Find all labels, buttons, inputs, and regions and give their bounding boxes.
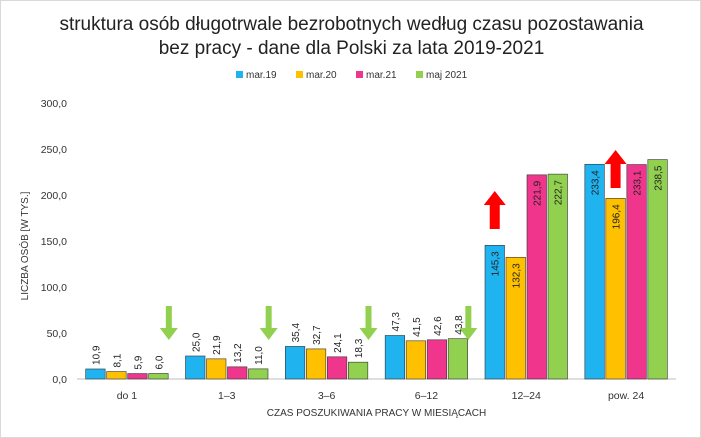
data-label: 10,9: [91, 345, 102, 365]
bar: [348, 361, 369, 380]
data-label: 47,3: [391, 312, 402, 332]
arrow-down-icon: [259, 306, 278, 340]
arrow-up-icon: [604, 150, 627, 188]
bar: [185, 355, 206, 380]
data-label: 18,3: [354, 338, 365, 358]
legend-label: mar.21: [366, 70, 397, 81]
x-tick-label: 12–24: [512, 390, 541, 402]
y-tick-label: 250,0: [41, 144, 67, 156]
data-label: 6,0: [154, 355, 165, 369]
x-tick-label: 1–3: [218, 390, 236, 402]
legend-swatch: [356, 71, 363, 78]
bar: [127, 373, 148, 380]
data-label: 42,6: [433, 316, 444, 336]
bar: [306, 348, 327, 380]
bar: [85, 368, 106, 380]
data-label: 221,9: [533, 180, 544, 205]
x-tick-label: 3–6: [318, 390, 336, 402]
data-label: 233,1: [633, 170, 644, 195]
x-tick-label: pow. 24: [608, 390, 644, 402]
bar: [248, 368, 269, 380]
data-label: 25,0: [191, 332, 202, 352]
y-tick-label: 50,0: [47, 328, 68, 340]
x-axis-title: CZAS POSZUKIWANIA PRACY W MIESIĄCACH: [267, 408, 486, 419]
legend-label: maj 2021: [426, 70, 468, 81]
data-label: 35,4: [291, 323, 302, 343]
data-label: 32,7: [312, 325, 323, 345]
y-tick-label: 300,0: [41, 98, 67, 110]
chart-title-block: struktura osób długotrwale bezrobotnych …: [1, 13, 701, 61]
data-label: 41,5: [412, 317, 423, 337]
data-label: 233,4: [591, 170, 602, 195]
arrow-down-icon: [459, 306, 478, 340]
bar: [526, 174, 547, 380]
arrow-down-icon: [159, 306, 178, 340]
x-tick-label: 6–12: [415, 390, 439, 402]
bar: [285, 346, 306, 380]
data-label: 21,9: [212, 335, 223, 355]
data-label: 145,3: [491, 251, 502, 276]
arrow-up-icon: [483, 191, 506, 229]
legend-label: mar.19: [246, 70, 277, 81]
data-label: 238,5: [654, 165, 665, 190]
bar: [447, 338, 468, 380]
legend-swatch: [296, 71, 303, 78]
bar: [106, 371, 127, 380]
chart-title: struktura osób długotrwale bezrobotnych …: [59, 14, 644, 35]
bar: [148, 373, 169, 380]
y-tick-label: 100,0: [41, 282, 67, 294]
y-axis-title: LICZBA OSÓB [W TYS.]: [18, 191, 31, 300]
chart-subtitle: bez pracy - dane dla Polski za lata 2019…: [158, 38, 545, 59]
bar: [584, 163, 605, 380]
data-label: 24,1: [333, 333, 344, 353]
y-tick-label: 200,0: [41, 190, 67, 202]
bar: [426, 339, 447, 380]
bar: [547, 173, 568, 380]
bar: [206, 358, 227, 380]
bar: [647, 159, 668, 380]
legend-label: mar.20: [306, 70, 337, 81]
data-label: 13,2: [233, 343, 244, 363]
bar: [605, 198, 626, 380]
legend-swatch: [416, 71, 423, 78]
bar: [505, 256, 526, 380]
bar: [626, 164, 647, 380]
y-tick-label: 150,0: [41, 236, 67, 248]
legend-swatch: [236, 71, 243, 78]
data-label: 132,3: [512, 263, 523, 288]
bar: [484, 245, 505, 380]
data-label: 43,8: [454, 315, 465, 335]
data-label: 5,9: [133, 355, 144, 369]
y-tick-label: 0,0: [52, 374, 67, 386]
data-label: 196,4: [612, 204, 623, 229]
arrow-down-icon: [359, 306, 378, 340]
data-label: 8,1: [112, 353, 123, 367]
x-tick-label: do 1: [117, 390, 138, 402]
data-label: 222,7: [554, 180, 565, 205]
bar: [405, 340, 426, 380]
bar: [227, 366, 248, 380]
data-label: 11,0: [254, 346, 265, 365]
bar: [327, 356, 348, 380]
bar: [384, 335, 405, 380]
